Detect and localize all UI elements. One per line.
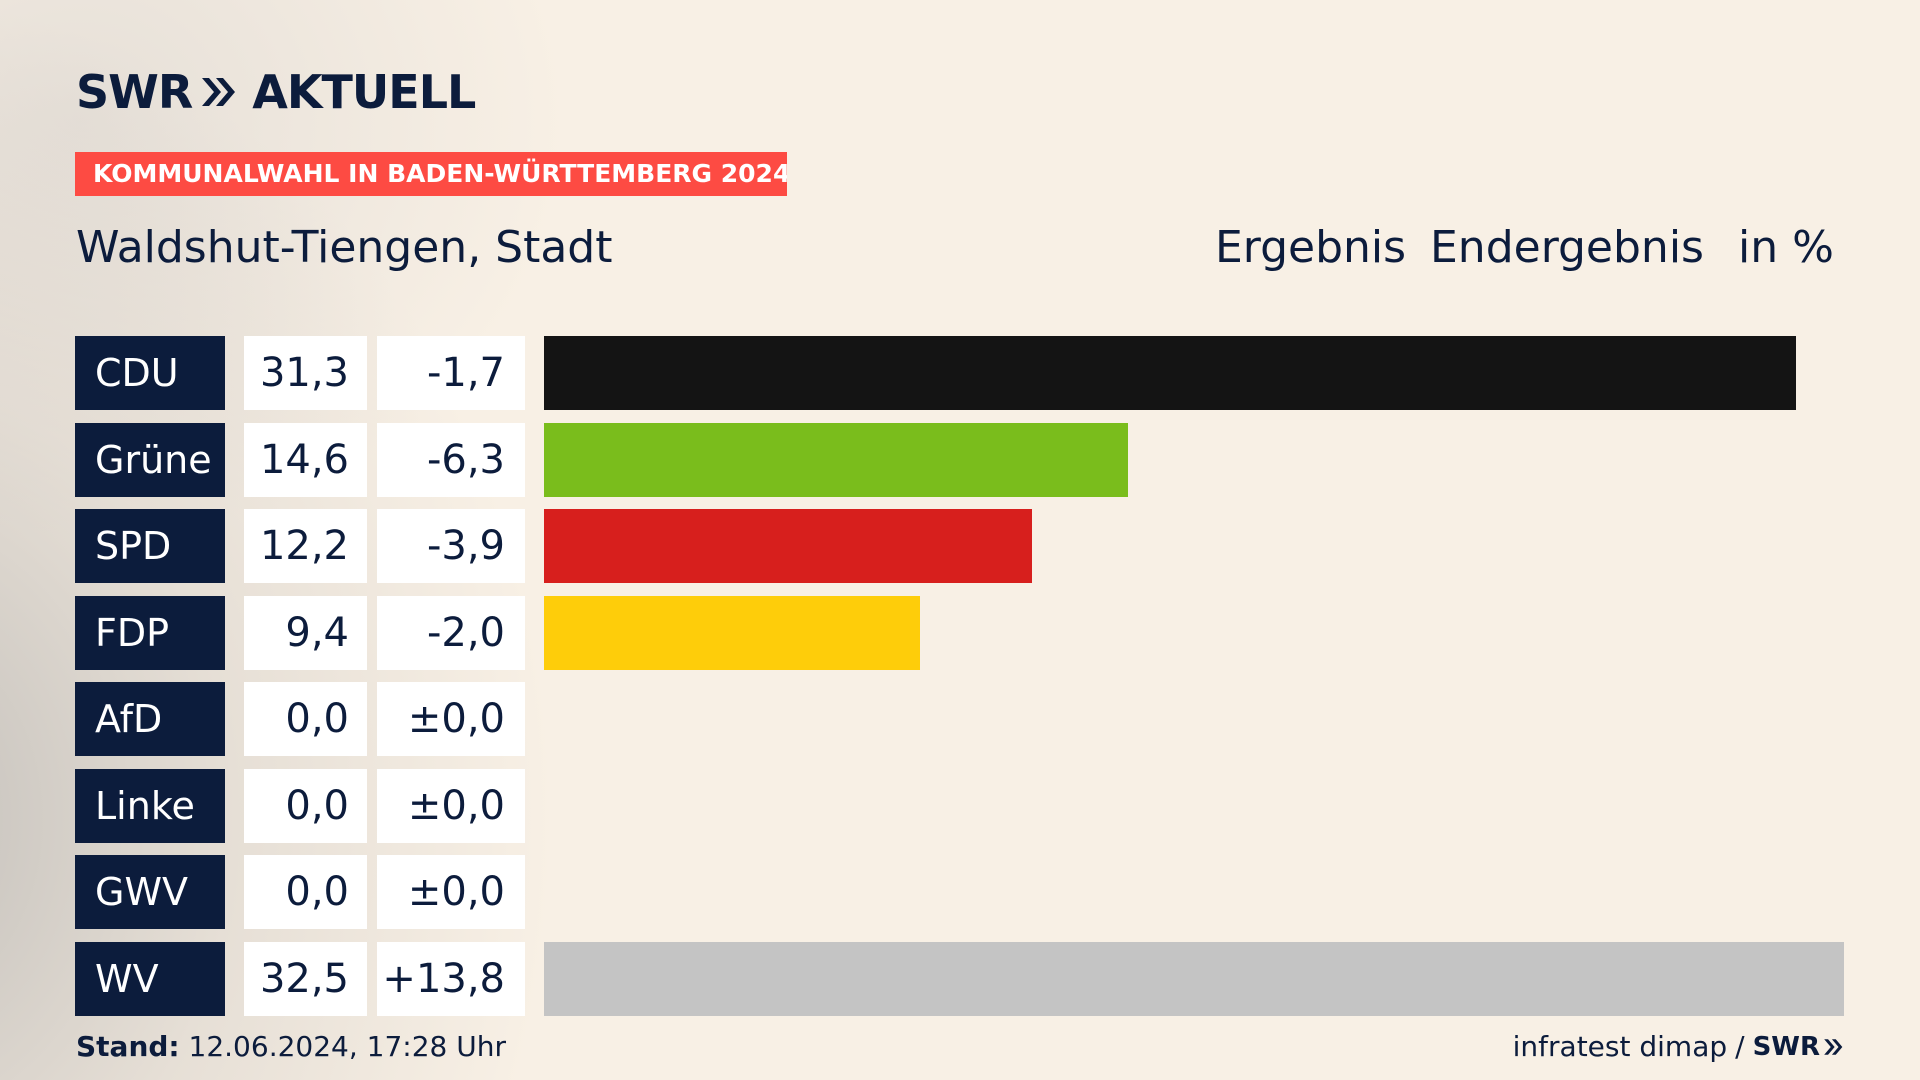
header-ergebnis: Ergebnis	[1215, 222, 1407, 273]
timestamp: Stand: 12.06.2024, 17:28 Uhr	[76, 1030, 506, 1064]
party-label-fdp: FDP	[75, 596, 225, 670]
party-label-gwv: GWV	[75, 855, 225, 929]
change-value-cdu: -1,7	[377, 336, 525, 410]
swr-aktuell-logo: SWR AKTUELL	[76, 65, 476, 119]
result-bar-spd	[544, 509, 1032, 583]
party-label-grne: Grüne	[75, 423, 225, 497]
change-value-linke: ±0,0	[377, 769, 525, 843]
result-bar-grne	[544, 423, 1128, 497]
result-bar-cdu	[544, 336, 1796, 410]
change-value-wv: +13,8	[377, 942, 525, 1016]
source-brand: SWR	[1752, 1032, 1820, 1062]
result-value-spd: 12,2	[244, 509, 367, 583]
result-value-afd: 0,0	[244, 682, 367, 756]
double-chevron-right-icon	[1824, 1039, 1843, 1055]
stand-label: Stand:	[76, 1030, 180, 1063]
result-value-cdu: 31,3	[244, 336, 367, 410]
party-label-afd: AfD	[75, 682, 225, 756]
logo-swr-text: SWR	[76, 65, 193, 119]
stand-value: 12.06.2024, 17:28 Uhr	[188, 1030, 506, 1063]
result-value-grne: 14,6	[244, 423, 367, 497]
header-status: Endergebnis	[1430, 222, 1704, 273]
change-value-spd: -3,9	[377, 509, 525, 583]
result-bar-wv	[544, 942, 1844, 1016]
double-chevron-right-icon	[202, 78, 236, 106]
change-value-fdp: -2,0	[377, 596, 525, 670]
party-label-spd: SPD	[75, 509, 225, 583]
change-value-grne: -6,3	[377, 423, 525, 497]
party-label-linke: Linke	[75, 769, 225, 843]
party-label-wv: WV	[75, 942, 225, 1016]
source-name: infratest dimap	[1512, 1030, 1728, 1063]
change-value-afd: ±0,0	[377, 682, 525, 756]
source-credit: infratest dimap / SWR	[1513, 1030, 1844, 1064]
source-separator: /	[1735, 1030, 1745, 1063]
result-bar-fdp	[544, 596, 920, 670]
party-label-cdu: CDU	[75, 336, 225, 410]
change-value-gwv: ±0,0	[377, 855, 525, 929]
result-value-linke: 0,0	[244, 769, 367, 843]
place-title: Waldshut-Tiengen, Stadt	[76, 222, 613, 273]
header-unit: in %	[1738, 222, 1834, 273]
result-value-fdp: 9,4	[244, 596, 367, 670]
election-badge: KOMMUNALWAHL IN BADEN-WÜRTTEMBERG 2024	[75, 152, 787, 196]
result-value-wv: 32,5	[244, 942, 367, 1016]
logo-aktuell-text: AKTUELL	[252, 65, 476, 119]
result-value-gwv: 0,0	[244, 855, 367, 929]
